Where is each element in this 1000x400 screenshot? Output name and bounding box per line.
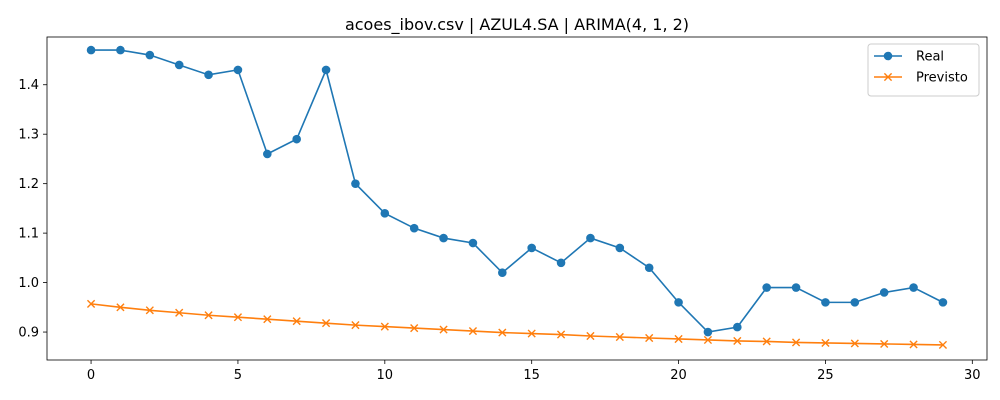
data-point [380, 322, 389, 331]
data-point [292, 134, 301, 144]
data-point [86, 299, 96, 308]
data-point [733, 336, 742, 346]
chart-title: acoes_ibov.csv | AZUL4.SA | ARIMA(4, 1, … [345, 15, 689, 35]
data-point [645, 333, 654, 343]
data-point [351, 321, 360, 330]
x-tick-label: 15 [523, 368, 540, 383]
data-point [116, 45, 125, 55]
x-tick-label: 0 [87, 368, 95, 383]
x-tick-label: 5 [234, 368, 242, 383]
data-point [938, 340, 948, 350]
data-point [791, 338, 801, 347]
data-point [351, 179, 360, 188]
data-point [468, 238, 478, 248]
data-point [321, 65, 331, 75]
data-point [586, 233, 595, 243]
legend-label: Real [916, 50, 944, 65]
data-point [233, 65, 243, 75]
legend-marker [883, 51, 893, 61]
data-point [821, 298, 830, 307]
series-previsto [86, 299, 948, 350]
legend-marker [883, 72, 893, 82]
y-tick-label: 0.9 [18, 326, 39, 341]
data-point [909, 340, 918, 349]
data-point [204, 311, 213, 320]
data-point [586, 331, 595, 341]
data-point [204, 70, 213, 80]
data-point [850, 339, 859, 348]
legend-label: Previsto [916, 71, 968, 86]
data-point [175, 308, 184, 317]
data-point [880, 339, 889, 349]
data-point [791, 283, 801, 292]
series-line [91, 49, 944, 333]
data-point [674, 298, 683, 307]
data-point [321, 319, 331, 328]
data-point [762, 283, 771, 292]
data-point [556, 258, 566, 268]
data-point [762, 337, 771, 346]
y-tick-label: 1.4 [18, 78, 39, 93]
x-tick-label: 10 [377, 368, 394, 383]
data-point [615, 332, 624, 342]
y-tick-label: 1.2 [18, 177, 39, 192]
plot-frame [46, 36, 988, 361]
legend: Real Previsto [867, 43, 980, 97]
data-point [145, 306, 154, 315]
data-point [233, 313, 243, 322]
legend-item-previsto: Previsto [874, 71, 968, 86]
y-tick-label: 1.1 [18, 227, 39, 242]
data-point [263, 149, 272, 159]
series-real [86, 45, 948, 337]
series-layer [86, 45, 948, 350]
data-point [498, 328, 507, 337]
data-point [145, 50, 155, 60]
x-tick-label: 30 [964, 368, 981, 383]
data-point [116, 303, 125, 312]
data-point [850, 298, 860, 307]
axes: 0 5 10 15 20 25 30 0.9 1.0 1.1 1.2 1.3 1.4 [18, 36, 988, 383]
data-point [674, 334, 683, 344]
data-point [263, 315, 272, 324]
data-point [410, 324, 419, 333]
series-line [90, 303, 943, 346]
data-point [527, 329, 536, 338]
legend-box [867, 43, 980, 97]
data-point [439, 233, 448, 243]
data-point [527, 243, 536, 253]
data-point [380, 209, 390, 218]
data-point [733, 322, 742, 332]
data-point [879, 288, 889, 297]
data-point [909, 283, 918, 292]
data-point [615, 243, 625, 253]
data-point [292, 317, 301, 326]
data-point [498, 268, 507, 277]
data-point [439, 325, 448, 334]
x-tick-label: 20 [670, 368, 687, 383]
legend-item-real: Real [874, 50, 944, 65]
data-point [703, 335, 713, 345]
data-point [174, 60, 184, 70]
data-point [468, 326, 478, 336]
data-point [644, 263, 654, 273]
y-tick-label: 1.3 [18, 128, 39, 143]
y-tick-label: 1.0 [18, 276, 39, 291]
data-point [409, 223, 419, 233]
data-point [938, 298, 948, 307]
data-point [86, 45, 96, 55]
data-point [703, 327, 713, 337]
data-point [821, 338, 830, 348]
data-point [556, 330, 566, 339]
x-tick-label: 25 [817, 368, 834, 383]
